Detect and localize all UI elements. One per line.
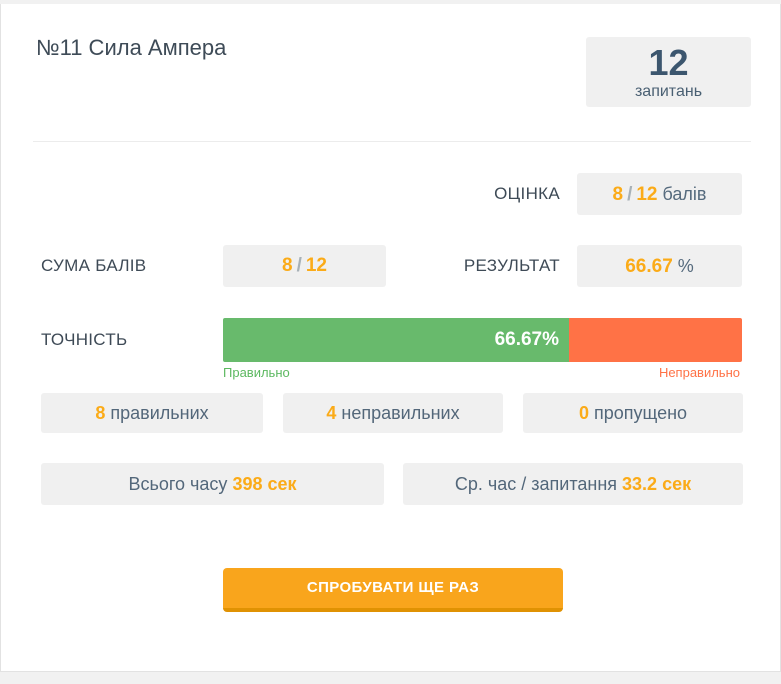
total-time-box: Всього часу 398 сек bbox=[41, 463, 384, 505]
avg-time-label: Ср. час / запитання bbox=[454, 474, 618, 494]
questions-count: 12 bbox=[648, 41, 689, 83]
results-card: №11 Сила Ампера 12 запитань ОЦІНКА 8/12 б… bbox=[0, 4, 781, 672]
stat-correct-count: 8 bbox=[95, 403, 106, 423]
avg-time-value: 33.2 сек bbox=[622, 474, 692, 494]
sum-separator: / bbox=[296, 255, 302, 276]
quiz-title: №11 Сила Ампера bbox=[36, 35, 227, 60]
score-max: 12 bbox=[636, 184, 658, 205]
accuracy-bar-incorrect bbox=[569, 318, 742, 362]
questions-count-label: запитань bbox=[634, 82, 703, 100]
total-time-value: 398 сек bbox=[232, 474, 297, 494]
sum-max: 12 bbox=[305, 255, 327, 276]
stat-skipped-count: 0 bbox=[578, 403, 589, 423]
avg-time-box: Ср. час / запитання 33.2 сек bbox=[403, 463, 743, 505]
sum-value-box: 8/12 bbox=[223, 245, 386, 287]
score-label: ОЦІНКА bbox=[494, 184, 560, 203]
accuracy-correct-caption: Правильно bbox=[223, 365, 290, 380]
accuracy-label: ТОЧНІСТЬ bbox=[41, 330, 128, 349]
accuracy-incorrect-caption: Неправильно bbox=[658, 365, 740, 380]
result-unit: % bbox=[677, 256, 694, 276]
score-earned: 8 bbox=[612, 184, 624, 205]
stat-incorrect-label: неправильних bbox=[341, 403, 460, 423]
retry-button[interactable]: СПРОБУВАТИ ЩЕ РАЗ bbox=[223, 568, 563, 612]
result-label: РЕЗУЛЬТАТ bbox=[463, 256, 560, 275]
accuracy-percent: 66.67% bbox=[494, 329, 560, 350]
score-unit: балів bbox=[662, 184, 707, 204]
stat-correct-box: 8 правильних bbox=[41, 393, 263, 433]
sum-earned: 8 bbox=[282, 255, 293, 276]
stat-skipped-box: 0 пропущено bbox=[523, 393, 743, 433]
accuracy-bar: 66.67% bbox=[223, 318, 742, 362]
stat-incorrect-count: 4 bbox=[326, 403, 337, 423]
result-value-box: 66.67% bbox=[577, 245, 742, 287]
sum-label: СУМА БАЛІВ bbox=[41, 256, 147, 275]
header-divider bbox=[33, 141, 751, 142]
total-time-label: Всього часу bbox=[128, 474, 228, 494]
stat-incorrect-box: 4 неправильних bbox=[283, 393, 503, 433]
score-value-box: 8/12 балів bbox=[577, 173, 742, 215]
result-percent: 66.67 bbox=[625, 256, 673, 277]
questions-count-box: 12 запитань bbox=[586, 37, 751, 107]
score-separator: / bbox=[627, 184, 633, 205]
stat-correct-label: правильних bbox=[110, 403, 209, 423]
accuracy-bar-correct: 66.67% bbox=[223, 318, 570, 362]
stat-skipped-label: пропущено bbox=[593, 403, 688, 423]
